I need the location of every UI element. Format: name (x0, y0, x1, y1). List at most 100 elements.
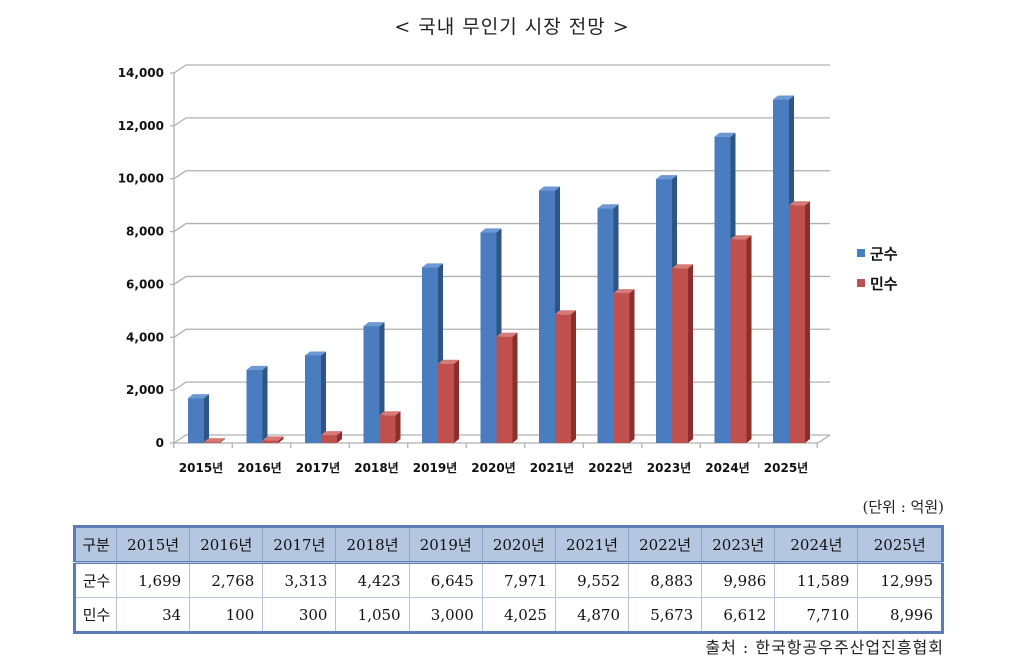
bar-civil-top (555, 310, 576, 315)
bar-civil-top (730, 235, 752, 240)
x-tick-label: 2019년 (413, 461, 457, 475)
table-cell: 1,699 (116, 562, 191, 598)
y-tick-label: 6,000 (126, 277, 164, 291)
bar-civil-side (805, 201, 810, 443)
bar-civil-front (438, 363, 454, 443)
source-label: 출처 : 한국항공우주산업진흥협회 (705, 638, 944, 657)
table-cell: 7,971 (482, 562, 556, 598)
table-cell: 8,996 (857, 597, 943, 633)
bar-military-top (480, 228, 502, 233)
bar-military-top (656, 175, 677, 180)
gridline (173, 117, 830, 127)
bar-military-top (539, 186, 560, 191)
legend-label-military: 군수 (870, 244, 898, 263)
bar-layer (188, 95, 810, 443)
bar-civil-side (571, 310, 576, 443)
bar-military-front (480, 232, 497, 443)
table-header-cell: 2022년 (628, 526, 703, 564)
bar-civil-front (555, 314, 571, 443)
bar-civil (672, 264, 693, 443)
bar-military-top (246, 365, 268, 370)
bar-civil-top (438, 359, 459, 364)
bar-civil-top (496, 332, 518, 337)
table-cell: 7,710 (774, 597, 859, 633)
y-tick-label: 10,000 (118, 172, 164, 186)
bar-civil-front (204, 442, 220, 443)
table-header-cell: 2018년 (335, 526, 410, 564)
bar-civil-top (379, 411, 401, 416)
y-tick-label: 14,000 (118, 66, 164, 80)
y-tick-label: 2,000 (126, 383, 164, 397)
table-header-cell: 2024년 (774, 526, 859, 564)
bar-civil-side (454, 359, 459, 443)
x-tick-label: 2021년 (530, 461, 574, 475)
x-tick-label: 2017년 (296, 461, 340, 475)
bar-military-front (539, 190, 555, 443)
table-header-cell: 2020년 (482, 526, 556, 564)
bar-military-side (204, 394, 209, 443)
x-tick-label: 2020년 (471, 461, 515, 475)
table-cell: 6,645 (409, 562, 483, 598)
bar-military-side (321, 351, 326, 443)
table-cell: 6,612 (701, 597, 776, 633)
table-row-header: 민수 (74, 597, 118, 633)
legend: 군수 민수 (857, 238, 898, 298)
table-cell: 100 (189, 597, 264, 633)
table-cell: 4,870 (555, 597, 630, 633)
bar-civil-side (688, 264, 693, 443)
bar-civil-top (321, 431, 342, 436)
table-header-cell: 2025년 (857, 526, 943, 564)
bar-civil (321, 431, 342, 443)
bar-military-front (246, 369, 263, 443)
table-row-civil: 민수 34 100 300 1,050 3,000 4,025 4,870 5,… (74, 597, 943, 633)
bar-civil-side (746, 235, 752, 443)
table-cell: 3,313 (262, 562, 337, 598)
table-cell: 3,000 (409, 597, 483, 633)
bar-military-top (305, 351, 326, 356)
unit-label: (단위 : 억원) (862, 498, 945, 516)
table-header-cell: 2017년 (262, 526, 337, 564)
floor-edge (817, 434, 831, 444)
bar-civil-side (278, 436, 284, 443)
chart-title: < 국내 무인기 시장 전망 > (394, 16, 630, 38)
table-cell: 9,986 (701, 562, 776, 598)
x-tick-label: 2015년 (179, 461, 223, 475)
y-tick-label: 0 (156, 436, 164, 450)
table-cell: 11,589 (774, 562, 859, 598)
table-header-cell: 구분 (74, 526, 118, 564)
bar-military-front (305, 355, 321, 443)
bar-civil (262, 436, 284, 443)
bar-military-front (422, 267, 438, 443)
y-tick-label: 8,000 (126, 225, 164, 239)
bar-chart: 0 2,000 4,000 6,000 8,000 10,000 12,000 14,000 2… (118, 64, 831, 475)
bar-military-top (422, 263, 443, 268)
table-header-row: 구분 2015년 2016년 2017년 2018년 2019년 2020년 2… (74, 526, 943, 564)
bar-military-front (597, 208, 614, 443)
bar-civil-front (321, 435, 337, 443)
bar-military-top (363, 322, 385, 327)
x-tick-label: 2016년 (237, 461, 281, 475)
bar-civil-top (613, 289, 635, 294)
bar-civil-top (204, 438, 225, 443)
table-cell: 5,673 (628, 597, 703, 633)
bar-civil-front (379, 415, 396, 443)
bar-civil-top (262, 436, 284, 441)
bar-civil (379, 411, 401, 443)
bar-civil-front (672, 268, 688, 443)
bar-military-side (262, 365, 268, 443)
bar-civil-side (512, 332, 518, 443)
bar-civil-top (789, 201, 810, 206)
table-cell: 1,050 (335, 597, 410, 633)
y-tick-label: 12,000 (118, 119, 164, 133)
bar-military-top (773, 95, 794, 100)
bar-military-front (714, 136, 731, 443)
table-cell: 4,423 (335, 562, 410, 598)
label-layer: 0 2,000 4,000 6,000 8,000 10,000 12,000 14,000 2… (118, 66, 809, 475)
bar-military (714, 132, 736, 443)
table-cell: 300 (262, 597, 337, 633)
gridline (173, 64, 830, 74)
x-tick-label: 2024년 (705, 461, 749, 475)
table-cell: 8,883 (628, 562, 703, 598)
table-header-cell: 2021년 (555, 526, 630, 564)
legend-swatch-civil (857, 279, 865, 287)
